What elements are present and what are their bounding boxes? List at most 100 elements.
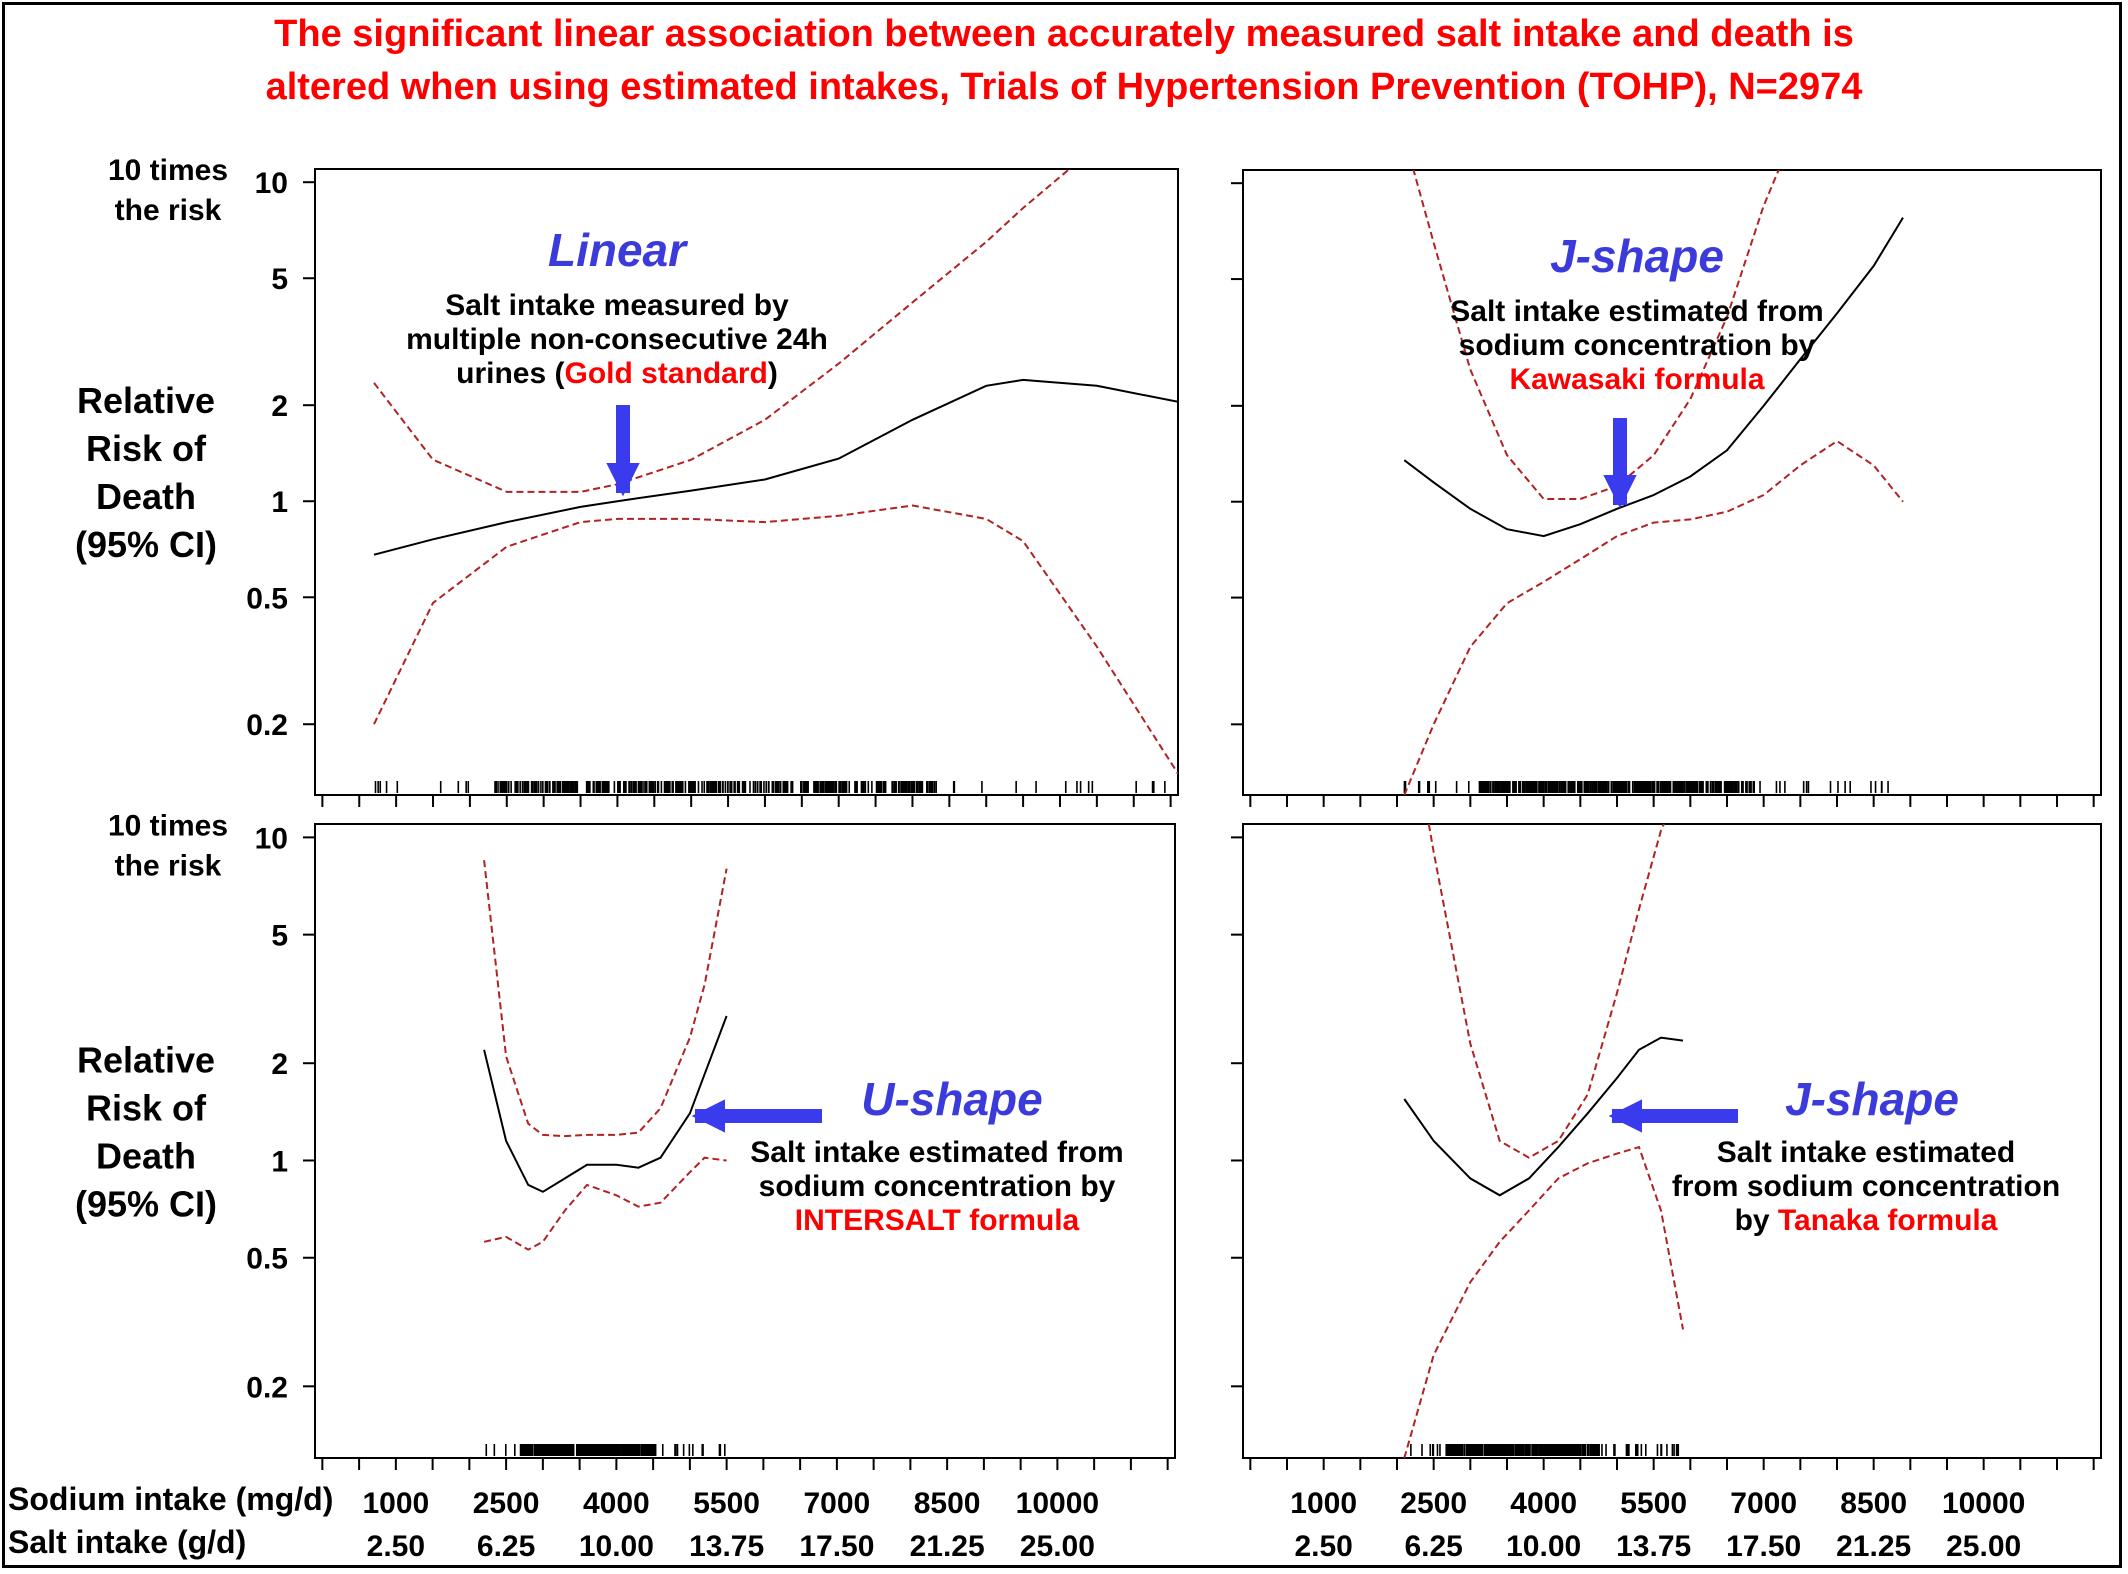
upper-ci-line bbox=[1427, 824, 1665, 1159]
annotation-text: sodium concentration by bbox=[759, 1170, 1116, 1203]
annotation-text-line: Salt intake estimated from bbox=[1450, 295, 1823, 328]
annotation-formula-highlight: Tanaka formula bbox=[1778, 1204, 1998, 1237]
rug-plot bbox=[485, 1444, 726, 1456]
lower-ci-line bbox=[1403, 1145, 1684, 1458]
y-tick-label: 0.2 bbox=[246, 1371, 288, 1404]
x-tick-sodium-label: 1000 bbox=[1290, 1487, 1357, 1520]
annotation-text: Salt intake measured by bbox=[445, 289, 789, 322]
y-axis-top-note: 10 times bbox=[108, 809, 228, 842]
x-tick-sodium-label: 1000 bbox=[362, 1487, 429, 1520]
y-tick-label: 1 bbox=[271, 486, 288, 519]
y-tick-label: 2 bbox=[271, 390, 288, 423]
x-tick-sodium-label: 2500 bbox=[1400, 1487, 1467, 1520]
x-tick-salt-label: 6.25 bbox=[1404, 1530, 1462, 1563]
x-tick-sodium-label: 7000 bbox=[1730, 1487, 1797, 1520]
lower-ci-line bbox=[373, 504, 1178, 775]
x-tick-salt-label: 6.25 bbox=[477, 1530, 535, 1563]
rug-plot bbox=[374, 781, 1166, 793]
annotation-formula-highlight: INTERSALT formula bbox=[795, 1204, 1080, 1237]
x-tick-sodium-label: 8500 bbox=[914, 1487, 981, 1520]
x-tick-salt-label: 2.50 bbox=[367, 1530, 425, 1563]
y-axis-label-line: Death bbox=[96, 476, 196, 517]
rug-plot bbox=[1403, 781, 1889, 793]
y-tick-label: 0.2 bbox=[246, 709, 288, 742]
annotation-text: sodium concentration by bbox=[1459, 329, 1816, 362]
x-tick-salt-label: 25.00 bbox=[1946, 1530, 2021, 1563]
plot-frame bbox=[314, 823, 1176, 1459]
x-tick-salt-label: 17.50 bbox=[799, 1530, 874, 1563]
annotation-heading: U-shape bbox=[861, 1073, 1042, 1125]
panel-top-right: J-shape Salt intake estimated fromsodium … bbox=[1231, 169, 2102, 807]
annotation-text-line: sodium concentration by bbox=[759, 1170, 1116, 1203]
annotation-text-line: INTERSALT formula bbox=[795, 1204, 1080, 1237]
annotation-text-line: multiple non-consecutive 24h bbox=[406, 323, 828, 356]
annotation-text: Salt intake estimated from bbox=[1450, 295, 1823, 328]
annotation-heading: Linear bbox=[548, 224, 688, 276]
y-axis-label-line: Relative bbox=[77, 380, 215, 421]
annotation-text: ) bbox=[768, 357, 778, 390]
annotation-text-line: from sodium concentration bbox=[1672, 1170, 2060, 1203]
y-axis-top-note: the risk bbox=[115, 194, 222, 227]
y-tick-label: 1 bbox=[271, 1145, 288, 1178]
annotation-text-line: urines (Gold standard) bbox=[456, 357, 778, 390]
annotation-formula-highlight: Kawasaki formula bbox=[1509, 363, 1764, 396]
x-tick-sodium-label: 2500 bbox=[473, 1487, 540, 1520]
x-tick-salt-label: 2.50 bbox=[1294, 1530, 1352, 1563]
annotation-text-line: by Tanaka formula bbox=[1735, 1204, 1998, 1237]
y-axis-label-line: Death bbox=[96, 1135, 196, 1176]
x-tick-salt-label: 13.75 bbox=[1616, 1530, 1691, 1563]
x-tick-sodium-label: 4000 bbox=[583, 1487, 650, 1520]
y-tick-label: 5 bbox=[271, 263, 288, 296]
x-tick-salt-label: 13.75 bbox=[689, 1530, 764, 1563]
title-line-1: The significant linear association betwe… bbox=[274, 13, 1854, 55]
y-axis-label-line: (95% CI) bbox=[75, 1183, 217, 1224]
estimate-line bbox=[1403, 1036, 1684, 1197]
annotation-text: Salt intake estimated bbox=[1717, 1136, 2015, 1169]
plot-frame bbox=[1242, 169, 2102, 796]
x-tick-sodium-label: 7000 bbox=[804, 1487, 871, 1520]
estimate-line bbox=[373, 378, 1178, 556]
rug-plot bbox=[1410, 1444, 1680, 1456]
annotation-text-line: Salt intake measured by bbox=[445, 289, 789, 322]
x-tick-sodium-label: 10000 bbox=[1942, 1487, 2025, 1520]
annotation-text: urines ( bbox=[456, 357, 564, 390]
y-tick-label: 0.5 bbox=[246, 582, 288, 615]
x-axis-salt-label: Salt intake (g/d) bbox=[8, 1524, 246, 1560]
x-tick-salt-label: 10.00 bbox=[1506, 1530, 1581, 1563]
y-tick-label: 0.5 bbox=[246, 1243, 288, 1276]
estimate-line bbox=[1403, 217, 1904, 538]
x-tick-sodium-label: 4000 bbox=[1510, 1487, 1577, 1520]
x-tick-salt-label: 21.25 bbox=[910, 1530, 985, 1563]
x-axis-sodium-label: Sodium intake (mg/d) bbox=[8, 1481, 333, 1517]
lower-ci-line bbox=[1403, 439, 1904, 795]
annotation-formula-highlight: Gold standard bbox=[565, 357, 768, 390]
x-tick-salt-label: 10.00 bbox=[579, 1530, 654, 1563]
x-tick-sodium-label: 5500 bbox=[693, 1487, 760, 1520]
upper-ci-line bbox=[483, 860, 728, 1138]
annotation-text-line: Salt intake estimated bbox=[1717, 1136, 2015, 1169]
y-axis-label-line: Relative bbox=[77, 1039, 215, 1080]
y-axis-label-line: (95% CI) bbox=[75, 524, 217, 565]
y-axis-label-line: Risk of bbox=[86, 1087, 207, 1128]
y-tick-label: 10 bbox=[255, 822, 288, 855]
annotation-text: from sodium concentration bbox=[1672, 1170, 2060, 1203]
upper-ci-line bbox=[373, 169, 1072, 493]
y-tick-label: 5 bbox=[271, 920, 288, 953]
panel-bottom-left: U-shape Salt intake estimated fromsodium … bbox=[303, 823, 1176, 1470]
annotation-text: by bbox=[1735, 1204, 1778, 1237]
annotation-text-line: sodium concentration by bbox=[1459, 329, 1816, 362]
annotation-text-line: Kawasaki formula bbox=[1509, 363, 1764, 396]
x-tick-salt-label: 25.00 bbox=[1020, 1530, 1095, 1563]
title-line-2: altered when using estimated intakes, Tr… bbox=[265, 66, 1863, 108]
annotation-heading: J-shape bbox=[1785, 1073, 1959, 1125]
x-tick-salt-label: 21.25 bbox=[1836, 1530, 1911, 1563]
x-tick-sodium-label: 5500 bbox=[1620, 1487, 1687, 1520]
x-tick-salt-label: 17.50 bbox=[1726, 1530, 1801, 1563]
x-tick-sodium-label: 8500 bbox=[1840, 1487, 1907, 1520]
x-tick-sodium-label: 10000 bbox=[1016, 1487, 1099, 1520]
annotation-text: multiple non-consecutive 24h bbox=[406, 323, 828, 356]
